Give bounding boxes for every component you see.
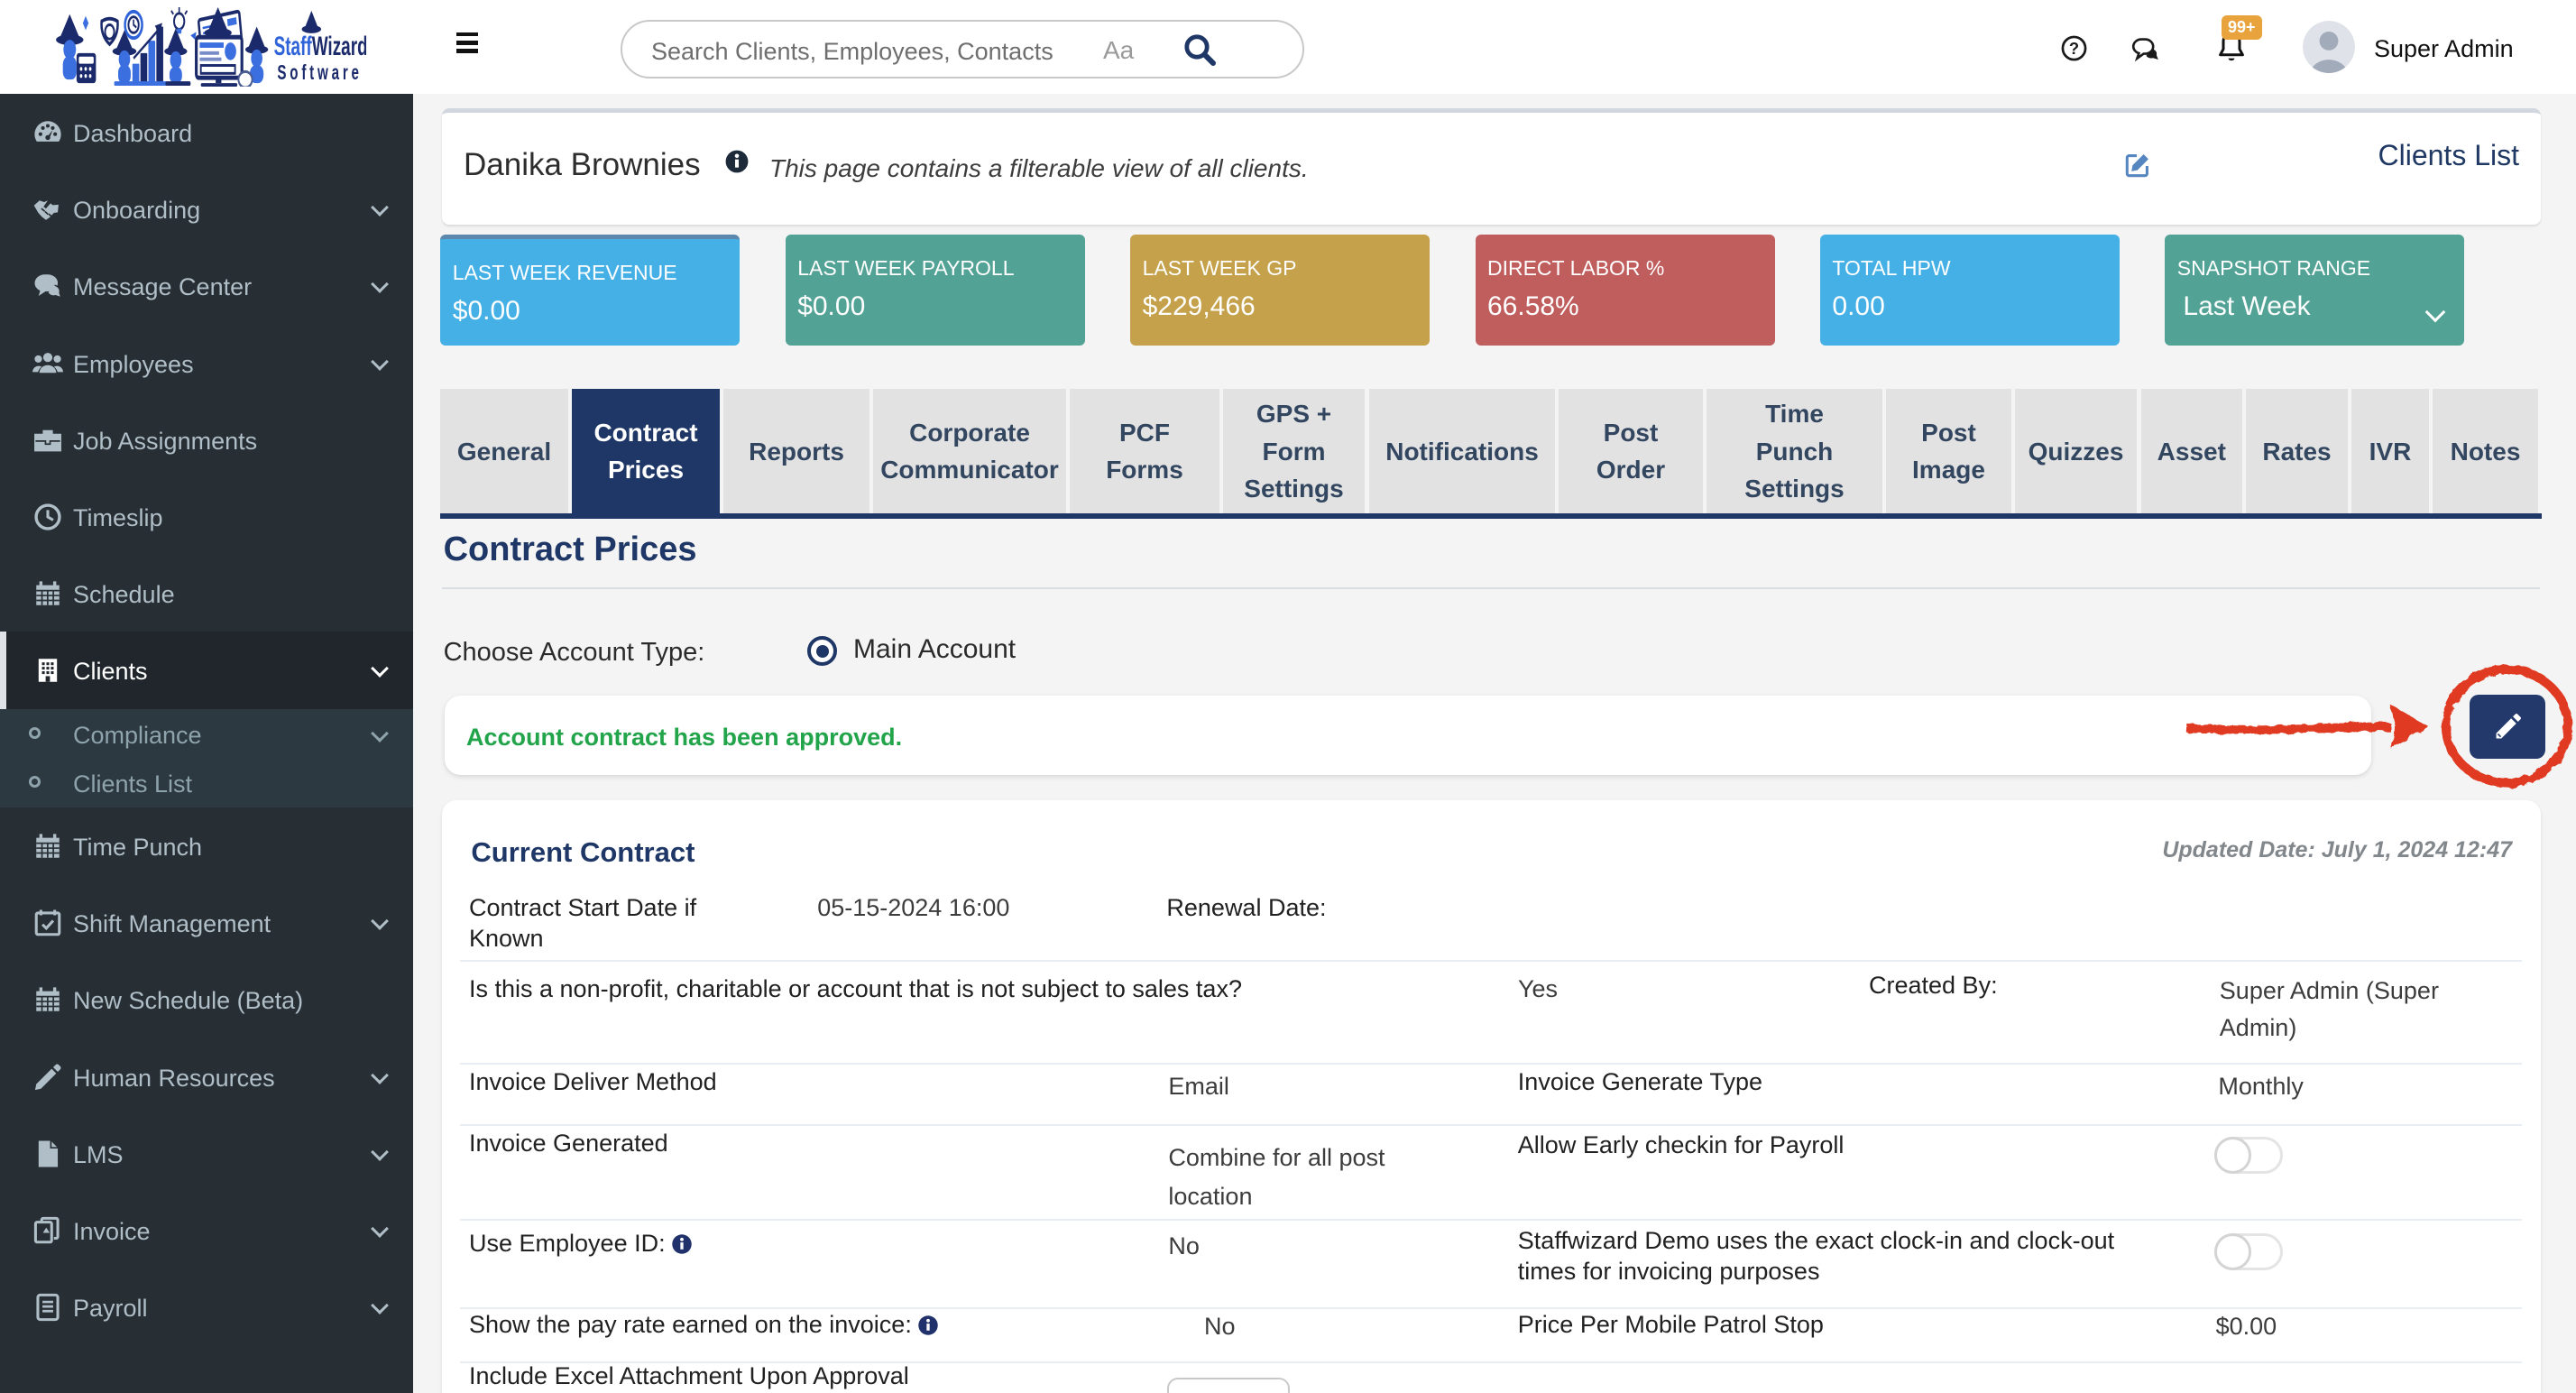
svg-text:?: ? bbox=[2069, 39, 2079, 58]
svg-text:StaffWizard: StaffWizard bbox=[274, 32, 366, 61]
svg-text:Software: Software bbox=[277, 61, 362, 85]
